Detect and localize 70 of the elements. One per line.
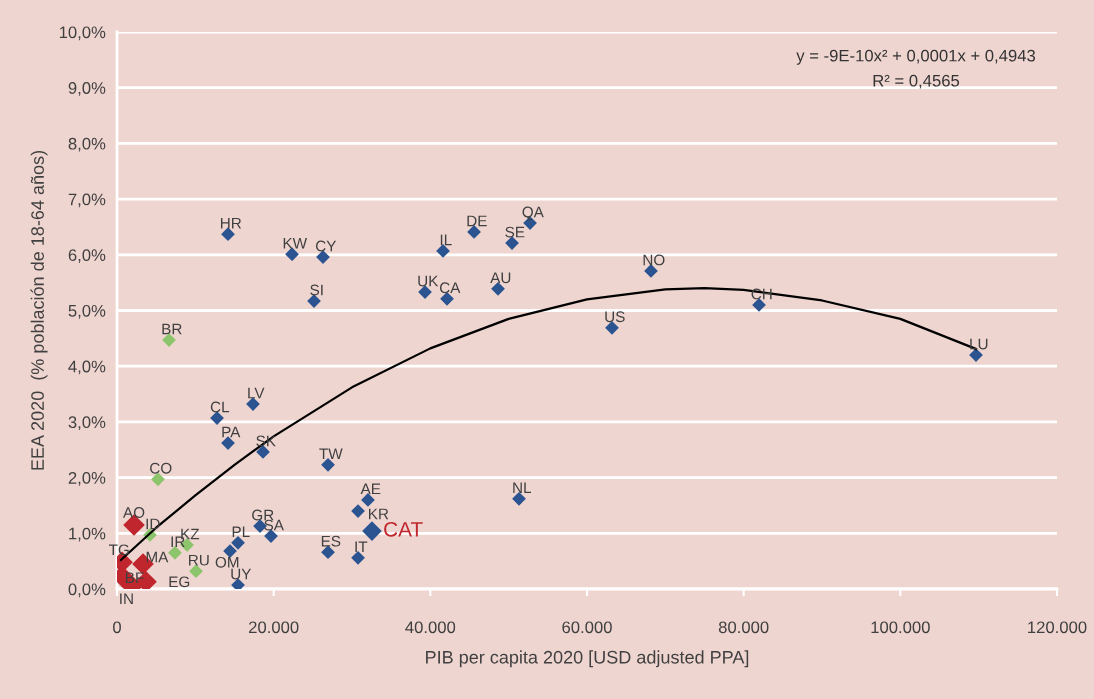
data-label: BF — [126, 572, 144, 583]
y-tick-label: 0,0% — [68, 583, 106, 598]
annotation: y = -9E-10x² + 0,0001x + 0,4943 — [796, 49, 1036, 65]
data-label: DE — [467, 215, 487, 227]
annotation: R² = 0,4565 — [873, 74, 960, 89]
point — [351, 551, 365, 565]
point — [321, 458, 335, 472]
y-tick-label: 6,0% — [68, 249, 106, 263]
data-label: LU — [970, 338, 988, 350]
x-axis-title: PIB per capita 2020 [USD adjusted PPA] — [426, 650, 749, 668]
data-label: HR — [221, 217, 242, 229]
y-tick-label: 9,0% — [68, 82, 106, 96]
data-label: RU — [189, 554, 209, 566]
data-label: IN — [120, 593, 133, 605]
y-tick-label: 3,0% — [68, 416, 106, 431]
data-label: NO — [643, 254, 665, 266]
data-label: CL — [210, 401, 230, 413]
data-label: AE — [360, 483, 381, 495]
data-label: TG — [108, 544, 129, 556]
data-label: EG — [169, 576, 190, 588]
y-axis-title: EEA 2020 (% población de 18-64 años) — [30, 151, 48, 470]
x-tick-label: 20.000 — [249, 621, 299, 634]
data-label: SA — [264, 519, 284, 531]
data-label: OM — [215, 556, 239, 568]
data-label: TW — [319, 448, 343, 460]
y-tick-label: 1,0% — [69, 527, 106, 542]
y-tick-label: 2,0% — [68, 472, 106, 486]
x-tick-label: 40.000 — [405, 621, 456, 634]
data-label: ID — [146, 518, 160, 530]
data-label: AO — [122, 507, 145, 518]
data-label: NL — [513, 482, 532, 493]
x-tick-label: 0 — [113, 621, 121, 634]
data-label: IL — [440, 234, 452, 246]
data-label: CA — [439, 282, 461, 294]
x-tick-label: 80.000 — [718, 621, 769, 634]
point — [362, 521, 382, 541]
data-label: SE — [505, 226, 525, 238]
data-label: KR — [369, 508, 389, 520]
y-tick-label: 7,0% — [68, 193, 106, 208]
data-label: US — [605, 311, 625, 323]
data-label: GR — [252, 509, 274, 521]
data-label: IT — [355, 541, 368, 553]
point — [231, 536, 245, 550]
data-label: CY — [315, 240, 337, 252]
y-tick-label: 4,0% — [68, 360, 106, 375]
data-label: KW — [283, 237, 308, 249]
data-label: MA — [146, 551, 169, 563]
y-tick-label: 5,0% — [68, 304, 106, 319]
x-tick-label: 120.000 — [1028, 621, 1087, 634]
data-label: CO — [150, 462, 172, 474]
data-label: UK — [418, 275, 439, 287]
x-tick-label: 100.000 — [871, 621, 930, 634]
data-label: LV — [248, 387, 265, 399]
point — [512, 492, 526, 506]
data-label: AU — [490, 272, 511, 284]
data-label: ES — [321, 535, 341, 547]
point — [168, 546, 182, 560]
point — [361, 493, 375, 507]
y-tick-label: 10,0% — [59, 26, 106, 41]
x-tick-label: 60.000 — [562, 621, 612, 634]
data-label: SI — [310, 284, 323, 296]
data-label: BR — [162, 323, 182, 335]
y-tick-label: 8,0% — [68, 137, 106, 152]
data-label: UY — [231, 568, 252, 580]
data-label: QA — [522, 206, 544, 221]
point — [351, 504, 365, 518]
data-label: CAT — [384, 521, 423, 537]
point — [223, 544, 237, 558]
data-label: PA — [222, 426, 241, 438]
data-label: PL — [232, 526, 250, 537]
